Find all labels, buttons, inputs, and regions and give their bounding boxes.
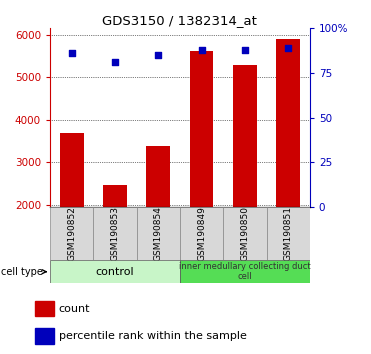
Text: control: control bbox=[96, 267, 134, 277]
Bar bbox=[35, 328, 54, 344]
Text: GSM190854: GSM190854 bbox=[154, 206, 163, 261]
Point bbox=[112, 59, 118, 65]
Point bbox=[198, 47, 204, 53]
Point bbox=[285, 45, 291, 51]
Bar bbox=[103, 184, 127, 207]
Text: GSM190850: GSM190850 bbox=[240, 206, 249, 261]
Bar bbox=[276, 39, 300, 207]
Text: GSM190852: GSM190852 bbox=[67, 206, 76, 261]
Text: count: count bbox=[59, 303, 90, 314]
Text: GSM190851: GSM190851 bbox=[284, 206, 293, 261]
Bar bbox=[60, 133, 83, 207]
FancyBboxPatch shape bbox=[50, 207, 93, 260]
Bar bbox=[190, 51, 213, 207]
Title: GDS3150 / 1382314_at: GDS3150 / 1382314_at bbox=[102, 14, 257, 27]
FancyBboxPatch shape bbox=[223, 207, 266, 260]
Point bbox=[155, 52, 161, 58]
Text: GSM190849: GSM190849 bbox=[197, 206, 206, 261]
FancyBboxPatch shape bbox=[50, 260, 180, 283]
FancyBboxPatch shape bbox=[93, 207, 137, 260]
Text: GSM190853: GSM190853 bbox=[111, 206, 119, 261]
Point bbox=[242, 47, 248, 53]
FancyBboxPatch shape bbox=[180, 207, 223, 260]
Bar bbox=[233, 65, 257, 207]
Point bbox=[69, 51, 75, 56]
Text: percentile rank within the sample: percentile rank within the sample bbox=[59, 331, 246, 341]
FancyBboxPatch shape bbox=[180, 260, 310, 283]
Bar bbox=[147, 146, 170, 207]
FancyBboxPatch shape bbox=[137, 207, 180, 260]
Bar bbox=[35, 301, 54, 316]
FancyBboxPatch shape bbox=[266, 207, 310, 260]
Text: inner medullary collecting duct
cell: inner medullary collecting duct cell bbox=[179, 262, 311, 281]
Text: cell type: cell type bbox=[1, 267, 46, 277]
